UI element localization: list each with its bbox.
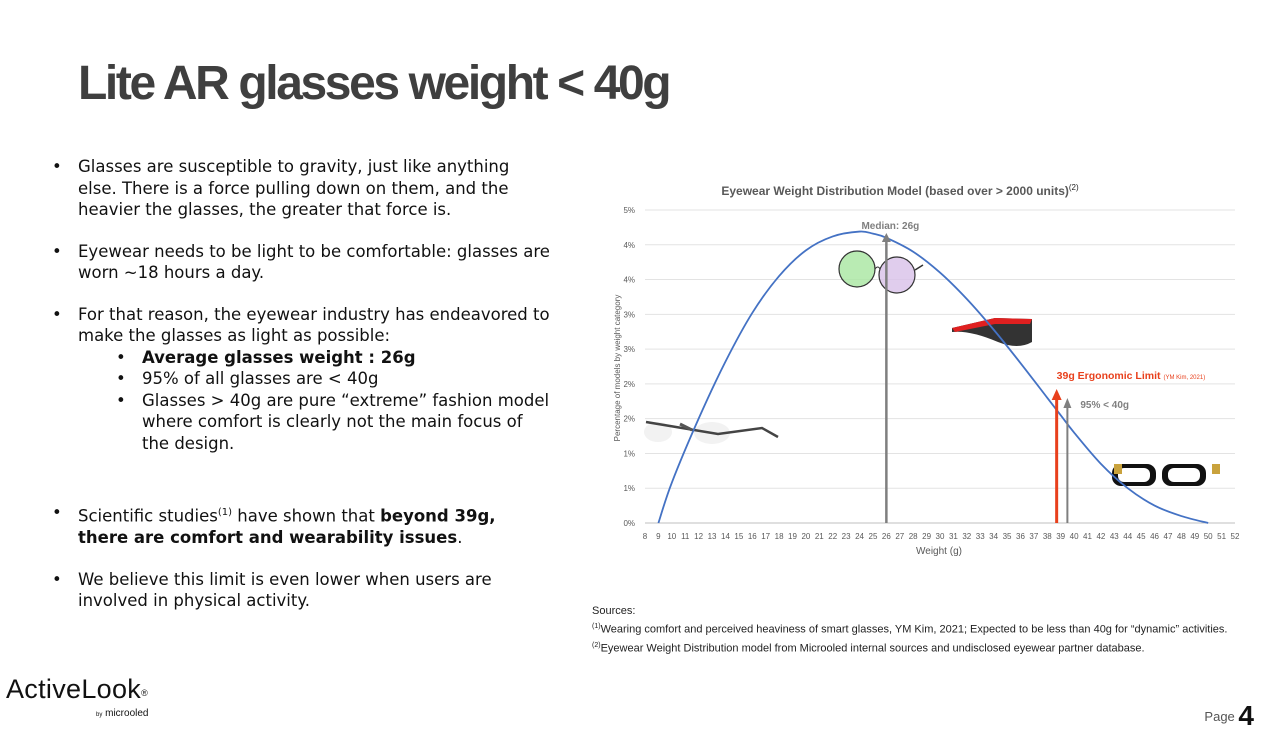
x-tick-label: 29 bbox=[922, 532, 931, 541]
x-tick-label: 48 bbox=[1177, 532, 1186, 541]
bullet-gravity: • Glasses are susceptible to gravity, jus… bbox=[52, 157, 510, 219]
sub-bullet-average: • Average glasses weight : 26g bbox=[116, 347, 416, 367]
x-tick-label: 41 bbox=[1083, 532, 1092, 541]
x-tick-label: 13 bbox=[708, 532, 717, 541]
median-label: Median: 26g bbox=[861, 221, 919, 232]
x-tick-label: 11 bbox=[681, 532, 690, 541]
chart-gridlines bbox=[645, 209, 1235, 524]
x-tick-label: 35 bbox=[1003, 532, 1012, 541]
activelook-logo: ActiveLook® by microoled bbox=[6, 674, 149, 719]
x-axis-ticks: 8 9 10 11 12 13 14 15 16 17 18 19 20 21 22 23 24 25 26 27 28… bbox=[643, 532, 1240, 541]
x-tick-label: 19 bbox=[788, 532, 797, 541]
x-tick-label: 46 bbox=[1150, 532, 1159, 541]
sub-bullet-extreme: • Glasses > 40g are pure “extreme” fashio… bbox=[116, 390, 550, 453]
round-gradient-glasses-icon bbox=[838, 250, 924, 294]
fashion-glasses-icon bbox=[1112, 464, 1220, 486]
y-tick-label: 3% bbox=[623, 345, 635, 354]
x-tick-label: 22 bbox=[828, 532, 837, 541]
x-tick-label: 26 bbox=[882, 532, 891, 541]
x-tick-label: 16 bbox=[748, 532, 757, 541]
x-tick-label: 50 bbox=[1204, 532, 1213, 541]
x-tick-label: 52 bbox=[1231, 532, 1240, 541]
ergonomic-limit-label: 39g Ergonomic Limit (YM Kim, 2021) bbox=[1057, 370, 1206, 382]
sub-bullet-95: • 95% of all glasses are < 40g bbox=[116, 369, 379, 388]
y-tick-label: 4% bbox=[623, 276, 635, 285]
bullet-industry: • For that reason, the eyewear industry h… bbox=[52, 304, 550, 455]
sources-block: Sources: (1)Wearing comfort and perceive… bbox=[592, 604, 1227, 656]
x-tick-label: 8 bbox=[643, 532, 648, 541]
x-tick-label: 32 bbox=[962, 532, 971, 541]
bullet-activity: • We believe this limit is even lower whe… bbox=[52, 569, 492, 611]
x-tick-label: 30 bbox=[936, 532, 945, 541]
x-tick-label: 38 bbox=[1043, 532, 1052, 541]
x-tick-label: 17 bbox=[761, 532, 770, 541]
x-tick-label: 25 bbox=[869, 532, 878, 541]
y-tick-label: 5% bbox=[623, 206, 635, 215]
x-tick-label: 45 bbox=[1137, 532, 1146, 541]
chart-title: Eyewear Weight Distribution Model (based… bbox=[721, 183, 1079, 198]
x-tick-label: 21 bbox=[815, 532, 824, 541]
x-tick-label: 49 bbox=[1190, 532, 1199, 541]
x-tick-label: 10 bbox=[667, 532, 676, 541]
sources-heading: Sources: bbox=[592, 605, 636, 617]
x-tick-label: 28 bbox=[909, 532, 918, 541]
x-tick-label: 12 bbox=[694, 532, 703, 541]
x-tick-label: 14 bbox=[721, 532, 730, 541]
sport-sunglasses-icon bbox=[952, 318, 1032, 346]
x-tick-label: 9 bbox=[656, 532, 661, 541]
bullet-studies: • Scientific studies(1) have shown that b… bbox=[52, 503, 496, 547]
x-tick-label: 36 bbox=[1016, 532, 1025, 541]
x-tick-label: 40 bbox=[1070, 532, 1079, 541]
x-tick-label: 31 bbox=[949, 532, 958, 541]
page-title: Lite AR glasses weight < 40g bbox=[78, 57, 672, 110]
distribution-curve bbox=[657, 230, 1209, 524]
x-tick-label: 44 bbox=[1123, 532, 1132, 541]
x-tick-label: 18 bbox=[775, 532, 784, 541]
x-tick-label: 20 bbox=[801, 532, 810, 541]
y-tick-label: 3% bbox=[623, 310, 635, 319]
x-tick-label: 15 bbox=[734, 532, 743, 541]
page-number: Page 4 bbox=[1204, 700, 1254, 731]
x-tick-label: 23 bbox=[842, 532, 851, 541]
p95-label: 95% < 40g bbox=[1080, 400, 1129, 411]
sub-bullet-list: • Average glasses weight : 26g • 95% of al… bbox=[78, 347, 550, 455]
x-tick-label: 34 bbox=[989, 532, 998, 541]
x-tick-label: 24 bbox=[855, 532, 864, 541]
x-axis-label: Weight (g) bbox=[916, 546, 962, 557]
y-tick-label: 1% bbox=[623, 449, 635, 458]
rimless-glasses-icon bbox=[644, 420, 779, 444]
x-tick-label: 27 bbox=[895, 532, 904, 541]
p95-arrow-head bbox=[1063, 398, 1072, 408]
x-tick-label: 47 bbox=[1164, 532, 1173, 541]
y-tick-label: 1% bbox=[623, 484, 635, 493]
source-2: (2)Eyewear Weight Distribution model fro… bbox=[592, 641, 1145, 655]
y-tick-label: 4% bbox=[623, 241, 635, 250]
x-tick-label: 43 bbox=[1110, 532, 1119, 541]
y-axis-ticks: 0% 1% 1% 2% 2% 3% 3% 4% 4% 5% bbox=[623, 206, 635, 528]
weight-distribution-chart: Eyewear Weight Distribution Model (based… bbox=[613, 183, 1240, 557]
median-arrow-head bbox=[881, 233, 891, 242]
x-tick-label: 33 bbox=[976, 532, 985, 541]
y-tick-label: 0% bbox=[623, 519, 635, 528]
source-1: (1)Wearing comfort and perceived heavine… bbox=[592, 623, 1228, 636]
y-axis-label: Percentage of models by weight category bbox=[613, 295, 622, 442]
x-tick-label: 37 bbox=[1029, 532, 1038, 541]
y-tick-label: 2% bbox=[623, 380, 635, 389]
x-tick-label: 51 bbox=[1217, 532, 1226, 541]
x-tick-label: 39 bbox=[1056, 532, 1065, 541]
ergonomic-limit-arrow-head bbox=[1051, 389, 1062, 400]
bullet-list: • Glasses are susceptible to gravity, jus… bbox=[50, 156, 550, 632]
y-tick-label: 2% bbox=[623, 415, 635, 424]
bullet-comfort: • Eyewear needs to be light to be comfort… bbox=[52, 241, 550, 283]
x-tick-label: 42 bbox=[1096, 532, 1105, 541]
